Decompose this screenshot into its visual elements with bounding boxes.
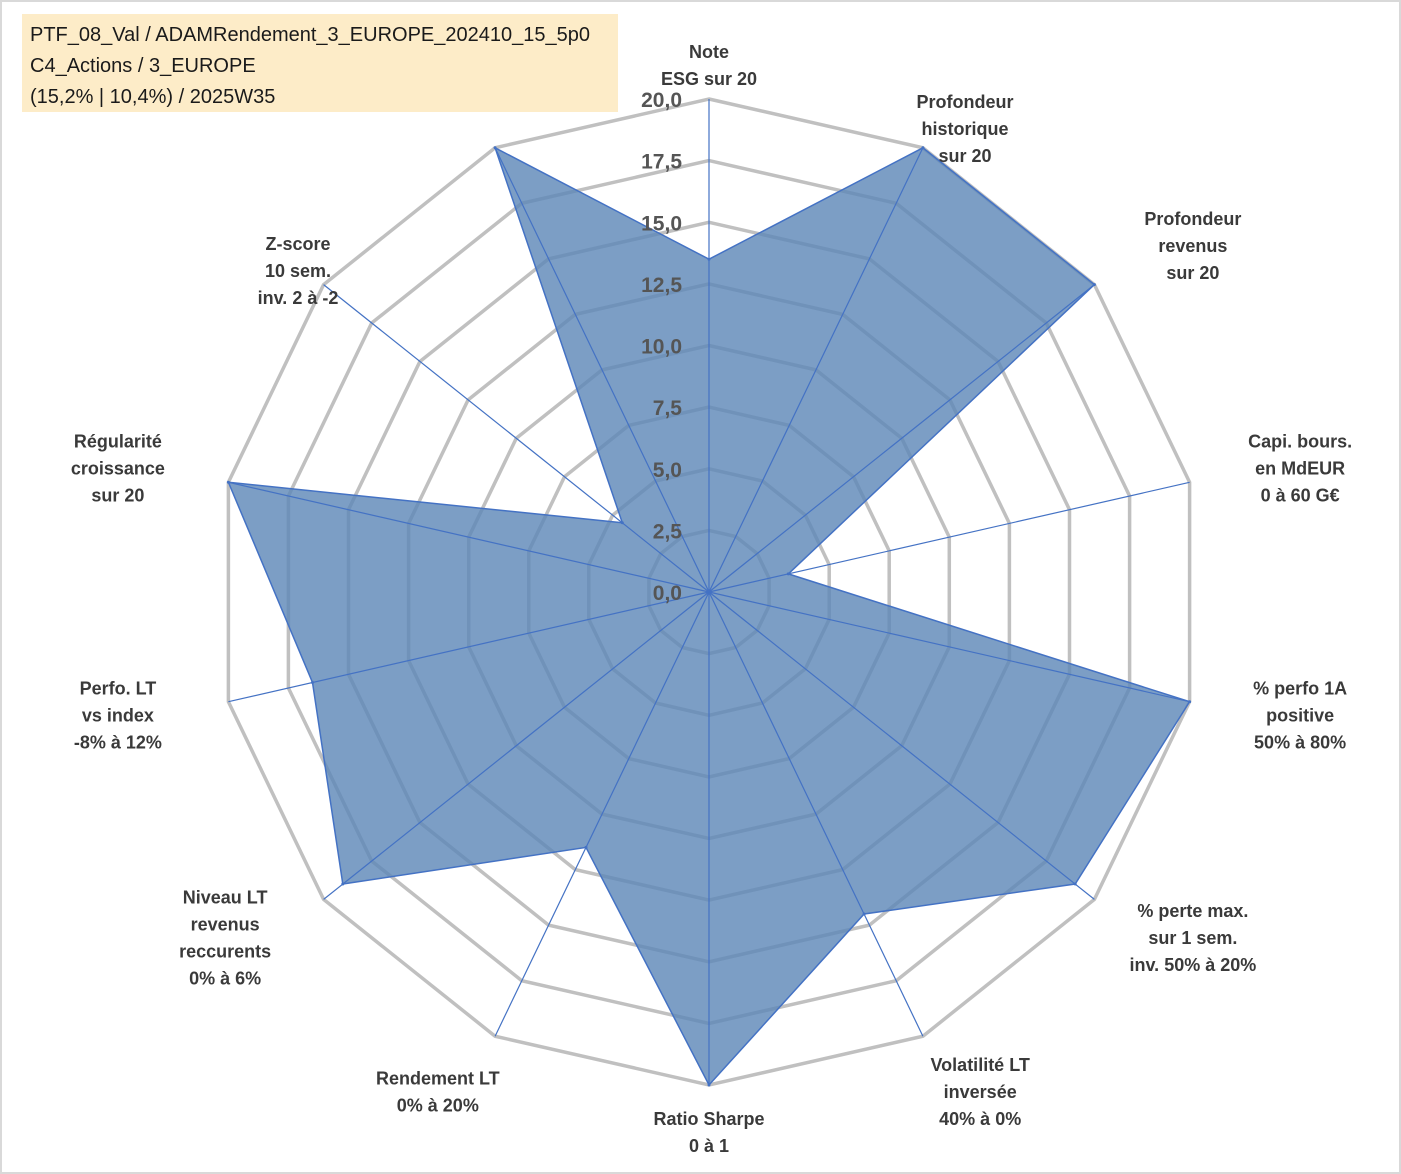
axis-label-line: 0% à 6% (189, 969, 261, 989)
axis-label-line: Régularité (74, 432, 162, 452)
tick-label: 0,0 (653, 582, 682, 605)
portfolio-period: (15,2% | 10,4%) / 2025W35 (30, 86, 276, 108)
spoke-2 (708, 147, 924, 593)
axis-label-line: Note (689, 42, 729, 62)
axis-label-line: positive (1266, 706, 1334, 726)
spoke-13 (323, 284, 710, 593)
tick-label: 17,5 (641, 151, 682, 174)
axis-label-line: historique (921, 119, 1008, 139)
axis-label-line: revenus (1158, 236, 1227, 256)
axis-label-line: sur 1 sem. (1148, 928, 1237, 948)
tick-label: 7,5 (653, 397, 683, 420)
spoke-14 (494, 147, 710, 593)
axis-label-line: Capi. bours. (1248, 432, 1352, 452)
axis-label-line: inv. 50% à 20% (1130, 955, 1257, 975)
axis-label-line: reccurents (179, 942, 271, 962)
portfolio-info-box: PTF_08_Val / ADAMRendement_3_EUROPE_2024… (22, 14, 618, 112)
portfolio-category: C4_Actions / 3_EUROPE (30, 55, 256, 77)
spoke-4 (708, 481, 1190, 593)
tick-label: 12,5 (641, 274, 682, 297)
spoke-10 (323, 591, 710, 900)
axis-label-line: revenus (191, 915, 260, 935)
axis-label-line: -8% à 12% (74, 733, 162, 753)
tick-label: 2,5 (653, 520, 683, 543)
axis-label-line: Ratio Sharpe (653, 1109, 764, 1129)
spoke-12 (228, 481, 710, 593)
axis-label-line: Niveau LT (183, 888, 268, 908)
tick-label: 5,0 (653, 459, 682, 482)
axis-label-line: 10 sem. (265, 261, 331, 281)
spoke-11 (228, 591, 710, 703)
axis-label-line: sur 20 (1166, 263, 1219, 283)
spoke-9 (494, 591, 710, 1037)
axis-label-line: Z-score (265, 234, 330, 254)
axis-label-line: Profondeur (1144, 209, 1241, 229)
axis-label-line: sur 20 (938, 146, 991, 166)
axis-label-line: 50% à 80% (1254, 733, 1346, 753)
axis-label-line: % perfo 1A (1253, 679, 1347, 699)
axis-label-line: Perfo. LT (80, 679, 157, 699)
axis-label-line: inv. 2 à -2 (258, 288, 339, 308)
tick-label: 10,0 (641, 336, 682, 359)
spoke-5 (708, 591, 1190, 703)
tick-label: 20,0 (641, 89, 682, 112)
axis-label-line: 0 à 60 G€ (1261, 486, 1340, 506)
axis-label-line: Profondeur (917, 92, 1014, 112)
axis-label-line: croissance (71, 459, 165, 479)
axis-label-line: 0 à 1 (689, 1136, 729, 1156)
tick-label: 15,0 (641, 212, 682, 235)
axis-label-line: sur 20 (91, 486, 144, 506)
axis-label-line: inversée (944, 1082, 1017, 1102)
axis-label-line: 0% à 20% (397, 1096, 479, 1116)
axis-label-line: vs index (82, 706, 154, 726)
portfolio-title: PTF_08_Val / ADAMRendement_3_EUROPE_2024… (30, 24, 590, 46)
axis-label-line: ESG sur 20 (661, 69, 757, 89)
axis-label-line: Volatilité LT (931, 1055, 1030, 1075)
axis-label-line: en MdEUR (1255, 459, 1345, 479)
spoke-3 (708, 284, 1095, 593)
spoke-7 (708, 591, 924, 1037)
axis-label-line: % perte max. (1137, 901, 1248, 921)
axis-label-line: Rendement LT (376, 1069, 500, 1089)
spoke-6 (708, 591, 1095, 900)
radar-spokes (228, 99, 1190, 1085)
radial-tick-labels: 0,0 2,5 5,0 7,5 10,0 12,5 15,0 17,5 20,0 (641, 89, 682, 605)
axis-label-line: 40% à 0% (939, 1109, 1021, 1129)
